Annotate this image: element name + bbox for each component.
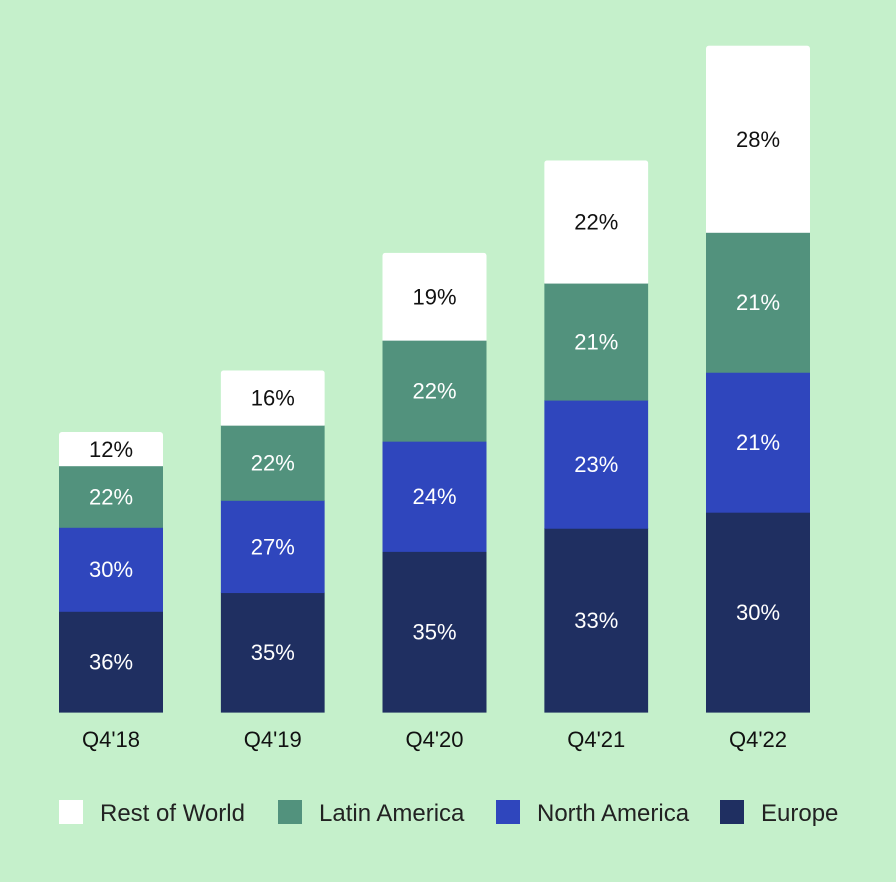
bar-north-america-q4-19 — [220, 500, 325, 594]
bar-column-q4-21 — [544, 160, 649, 713]
x-tick-label-q4-21: Q4'21 — [567, 727, 625, 752]
legend-label-latin-america: Latin America — [319, 800, 465, 827]
data-label-north-america-q4-22: 21% — [736, 430, 780, 455]
data-label-north-america-q4-20: 24% — [412, 484, 456, 509]
bar-column-q4-19 — [220, 370, 325, 713]
bar-column-q4-22 — [706, 45, 810, 713]
legend-label-europe: Europe — [761, 800, 838, 827]
bar-column-q4-20 — [382, 252, 487, 713]
legend: Rest of World Latin America North America E… — [59, 800, 838, 827]
data-label-north-america-q4-19: 27% — [251, 534, 295, 559]
data-label-rest-of-world-q4-22: 28% — [736, 127, 780, 152]
data-label-north-america-q4-18: 30% — [89, 557, 133, 582]
data-label-europe-q4-19: 35% — [251, 640, 295, 665]
bar-europe-q4-20 — [382, 551, 487, 713]
bar-latin-america-q4-21 — [544, 282, 649, 401]
bar-north-america-q4-21 — [544, 399, 649, 529]
x-tick-label-q4-18: Q4'18 — [82, 727, 140, 752]
bar-north-america-q4-22 — [706, 372, 810, 513]
bar-europe-q4-22 — [706, 512, 810, 713]
x-tick-label-q4-19: Q4'19 — [244, 727, 302, 752]
legend-item-europe: Europe — [720, 800, 838, 827]
legend-item-north-america: North America — [496, 800, 690, 827]
legend-swatch-rest-of-world — [59, 800, 83, 824]
bar-rest-of-world-q4-20 — [382, 252, 487, 341]
bar-column-q4-18 — [59, 432, 163, 713]
bar-latin-america-q4-22 — [706, 232, 810, 373]
bar-latin-america-q4-19 — [220, 425, 325, 501]
data-label-rest-of-world-q4-18: 12% — [89, 437, 133, 462]
data-label-europe-q4-21: 33% — [574, 608, 618, 633]
bar-latin-america-q4-18 — [59, 465, 163, 528]
legend-swatch-latin-america — [278, 800, 302, 824]
data-label-latin-america-q4-18: 22% — [89, 484, 133, 509]
bars-group: 36% 30% 22% 12% 35% 27% 22% 16% 35% 24% 22% 19% 33% 2… — [59, 45, 810, 713]
legend-swatch-europe — [720, 800, 744, 824]
legend-swatch-north-america — [496, 800, 520, 824]
x-tick-label-q4-20: Q4'20 — [405, 727, 463, 752]
legend-label-north-america: North America — [537, 800, 690, 827]
bar-rest-of-world-q4-21 — [544, 160, 649, 284]
data-label-north-america-q4-21: 23% — [574, 452, 618, 477]
bar-europe-q4-18 — [59, 611, 163, 713]
bar-north-america-q4-18 — [59, 527, 163, 612]
bar-europe-q4-19 — [220, 592, 325, 713]
data-label-europe-q4-20: 35% — [412, 620, 456, 645]
x-axis-ticks: Q4'18 Q4'19 Q4'20 Q4'21 Q4'22 — [82, 727, 787, 752]
data-label-rest-of-world-q4-19: 16% — [251, 386, 295, 411]
bar-rest-of-world-q4-19 — [220, 370, 325, 426]
legend-item-latin-america: Latin America — [278, 800, 465, 827]
bar-north-america-q4-20 — [382, 441, 487, 552]
bar-rest-of-world-q4-18 — [59, 432, 163, 467]
data-label-europe-q4-18: 36% — [89, 650, 133, 675]
data-label-rest-of-world-q4-21: 22% — [574, 210, 618, 235]
data-label-latin-america-q4-22: 21% — [736, 290, 780, 315]
data-label-latin-america-q4-20: 22% — [412, 379, 456, 404]
x-tick-label-q4-22: Q4'22 — [729, 727, 787, 752]
legend-label-rest-of-world: Rest of World — [100, 800, 245, 827]
bar-rest-of-world-q4-22 — [706, 45, 810, 233]
data-label-europe-q4-22: 30% — [736, 600, 780, 625]
legend-item-rest-of-world: Rest of World — [59, 800, 245, 827]
bar-europe-q4-21 — [544, 528, 649, 713]
bar-latin-america-q4-20 — [382, 340, 487, 442]
data-label-rest-of-world-q4-20: 19% — [412, 284, 456, 309]
data-label-latin-america-q4-21: 21% — [574, 329, 618, 354]
data-label-latin-america-q4-19: 22% — [251, 451, 295, 476]
